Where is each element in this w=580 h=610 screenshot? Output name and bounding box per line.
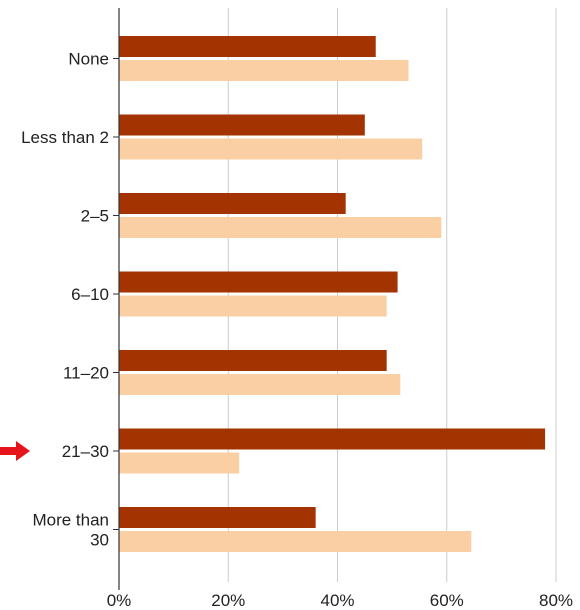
bar-dark [119, 507, 316, 528]
bar-light [119, 531, 472, 552]
arrow-right-icon [0, 441, 30, 461]
category-label: 21–30 [62, 442, 109, 461]
gridlines [227, 8, 557, 582]
category-label: More than 30 [32, 511, 109, 550]
bar-dark [119, 428, 546, 450]
bar-dark [119, 36, 376, 57]
bar-light [119, 217, 442, 238]
category-label: None [68, 50, 109, 69]
category-label: 6–10 [71, 285, 109, 304]
category-label: Less than 2 [21, 128, 109, 147]
bar-dark [119, 271, 398, 293]
highlight-marker [0, 441, 30, 461]
category-label-line: 30 [90, 531, 109, 550]
x-tick-label: 40% [320, 591, 354, 610]
x-tick-labels: 0% 20% 40% 60% 80% [107, 591, 573, 610]
bar-light [119, 452, 240, 474]
bar-light [119, 295, 387, 317]
bar-dark [119, 350, 387, 371]
bar-dark [119, 193, 346, 214]
category-label: 11–20 [63, 364, 109, 383]
x-tick-label: 20% [211, 591, 245, 610]
bars [119, 36, 546, 552]
arrow-shaft [0, 447, 18, 455]
x-tick-label: 60% [430, 591, 464, 610]
x-tick-label: 80% [539, 591, 573, 610]
x-tick-label: 0% [107, 591, 132, 610]
category-labels: None Less than 2 2–5 6–10 11–20 21–30 More tha… [21, 50, 109, 550]
arrow-head [16, 441, 30, 461]
bar-light [119, 138, 423, 160]
bar-light [119, 60, 409, 81]
category-label-line: More than [32, 511, 109, 530]
bar-light [119, 374, 401, 395]
category-label: 2–5 [81, 207, 109, 226]
bar-dark [119, 114, 365, 136]
